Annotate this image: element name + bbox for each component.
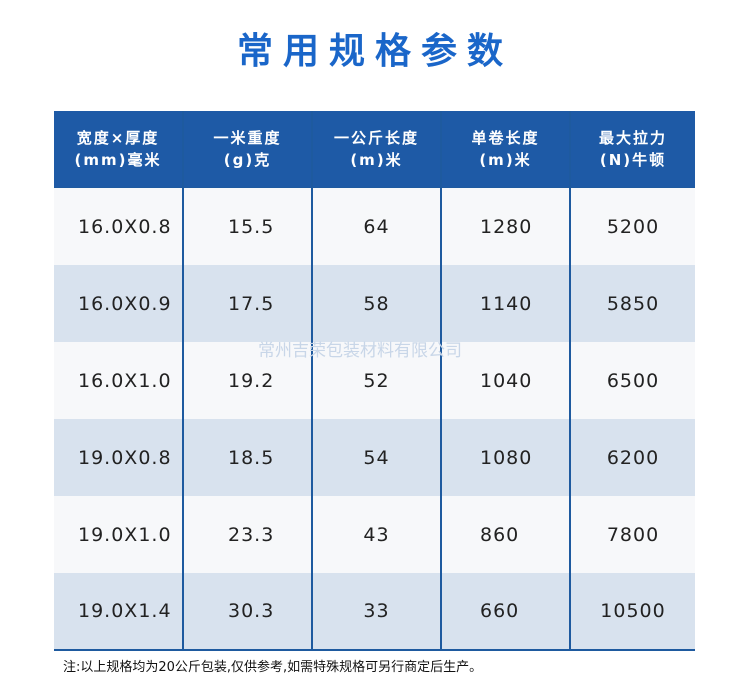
table-row: 16.0X0.9 17.5 58 1140 5850: [54, 265, 695, 342]
spec-table: 宽度×厚度 (mm)毫米 一米重度 (g)克 一公斤长度 (m)米 单卷长度 (…: [54, 111, 695, 651]
table-row: 19.0X1.4 30.3 33 660 10500: [54, 573, 695, 649]
header-unit: (m)米: [479, 151, 532, 169]
cell-max-tension: 7800: [571, 496, 695, 573]
header-label: 一米重度: [213, 129, 282, 147]
cell-roll-length: 660: [442, 573, 571, 649]
header-width-thickness: 宽度×厚度 (mm)毫米: [54, 111, 184, 187]
cell-max-tension: 5850: [571, 265, 695, 342]
cell-length-per-kg: 64: [313, 188, 442, 265]
header-length-per-kg: 一公斤长度 (m)米: [313, 111, 442, 187]
header-roll-length: 单卷长度 (m)米: [442, 111, 571, 187]
cell-weight: 30.3: [184, 573, 313, 649]
cell-length-per-kg: 52: [313, 342, 442, 419]
company-watermark: 常州吉荣包装材料有限公司: [258, 341, 462, 361]
table-row: 16.0X0.8 15.5 64 1280 5200: [54, 188, 695, 265]
cell-length-per-kg: 33: [313, 573, 442, 649]
cell-roll-length: 1040: [442, 342, 571, 419]
header-label: 单卷长度: [471, 129, 540, 147]
header-label: 最大拉力: [598, 129, 667, 147]
cell-max-tension: 10500: [571, 573, 695, 649]
cell-size: 16.0X0.8: [54, 188, 184, 265]
header-unit: (N)牛顿: [599, 151, 667, 169]
header-weight-per-meter: 一米重度 (g)克: [184, 111, 313, 187]
table-row: 19.0X0.8 18.5 54 1080 6200: [54, 419, 695, 496]
cell-length-per-kg: 58: [313, 265, 442, 342]
cell-roll-length: 1280: [442, 188, 571, 265]
header-label: 宽度×厚度: [76, 129, 160, 147]
page-title: 常用规格参数: [236, 31, 513, 72]
cell-size: 19.0X1.0: [54, 496, 184, 573]
cell-weight: 19.2: [184, 342, 313, 419]
cell-max-tension: 6200: [571, 419, 695, 496]
header-unit: (mm)毫米: [74, 151, 162, 169]
footnote: 注:以上规格均为20公斤包装,仅供参考,如需特殊规格可另行商定后生产。: [63, 660, 483, 675]
cell-length-per-kg: 43: [313, 496, 442, 573]
cell-max-tension: 5200: [571, 188, 695, 265]
cell-roll-length: 1140: [442, 265, 571, 342]
cell-size: 16.0X0.9: [54, 265, 184, 342]
table-row: 19.0X1.0 23.3 43 860 7800: [54, 496, 695, 573]
header-unit: (m)米: [350, 151, 403, 169]
cell-max-tension: 6500: [571, 342, 695, 419]
header-label: 一公斤长度: [333, 129, 419, 147]
cell-weight: 18.5: [184, 419, 313, 496]
cell-weight: 17.5: [184, 265, 313, 342]
table-header-row: 宽度×厚度 (mm)毫米 一米重度 (g)克 一公斤长度 (m)米 单卷长度 (…: [54, 111, 695, 187]
table-row: 16.0X1.0 19.2 52 1040 6500: [54, 342, 695, 419]
cell-roll-length: 860: [442, 496, 571, 573]
cell-size: 19.0X1.4: [54, 573, 184, 649]
cell-roll-length: 1080: [442, 419, 571, 496]
cell-weight: 15.5: [184, 188, 313, 265]
header-max-tension: 最大拉力 (N)牛顿: [571, 111, 695, 187]
header-unit: (g)克: [223, 151, 272, 169]
cell-size: 19.0X0.8: [54, 419, 184, 496]
cell-weight: 23.3: [184, 496, 313, 573]
cell-length-per-kg: 54: [313, 419, 442, 496]
cell-size: 16.0X1.0: [54, 342, 184, 419]
